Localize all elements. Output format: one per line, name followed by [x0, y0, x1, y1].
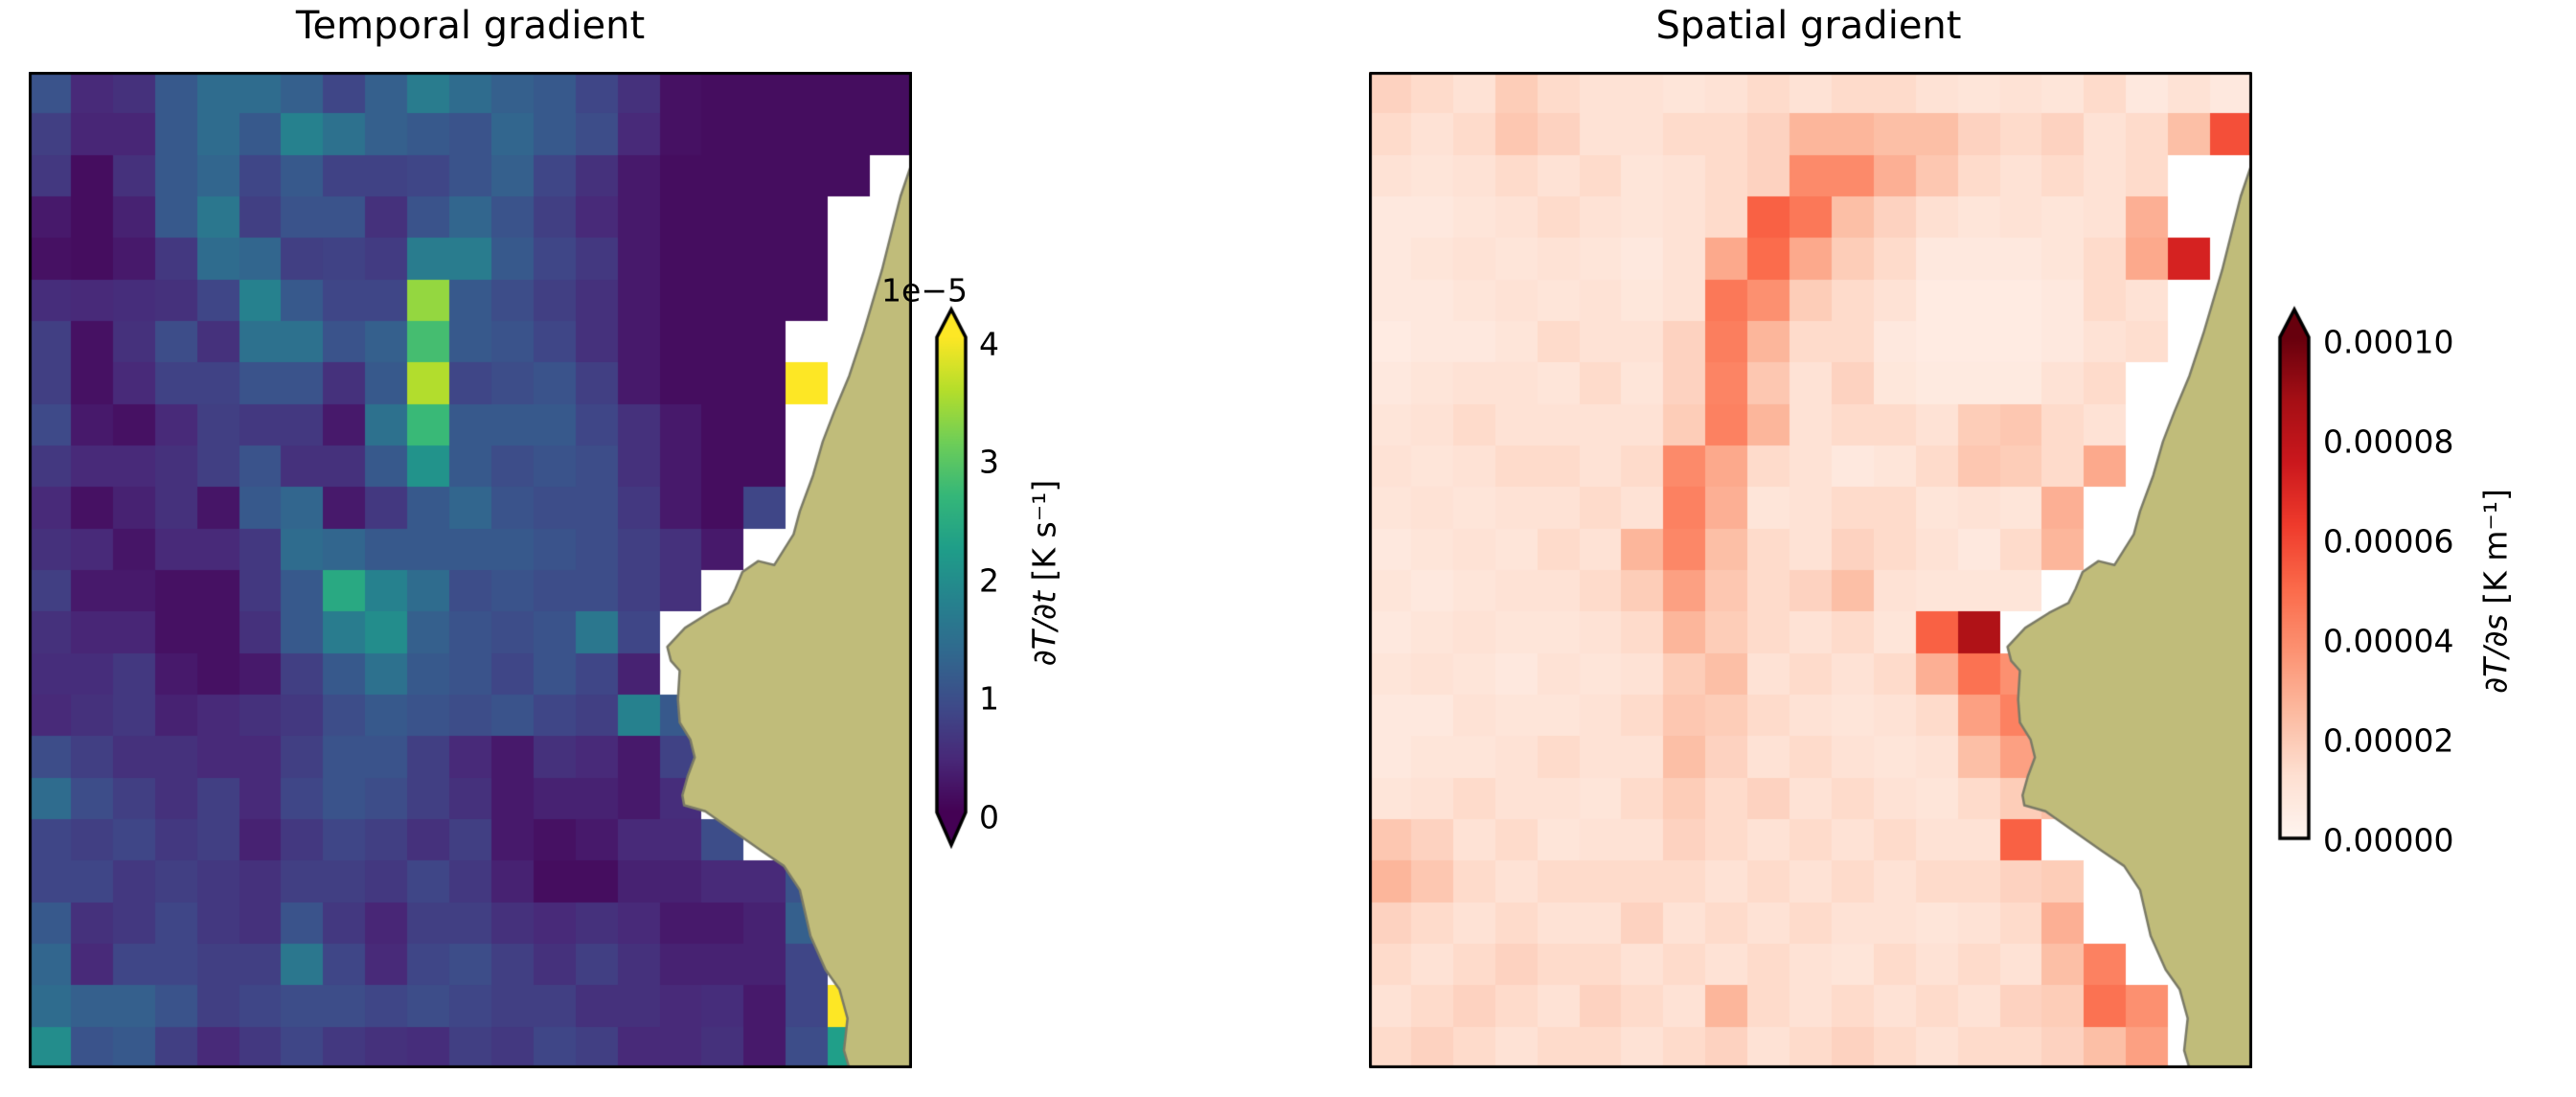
spatial-colorbar-tick-label: 0.00004: [2323, 622, 2454, 660]
spatial-colorbar-tick-label: 0.00010: [2323, 323, 2454, 361]
panel-title-temporal: Temporal gradient: [295, 4, 646, 48]
spatial-colorbar-tick-label: 0.00006: [2323, 522, 2454, 560]
temporal-colorbar-tick-label: 4: [979, 325, 999, 363]
colorbar-offset-label: 1e−5: [881, 271, 968, 309]
spatial-colorbar-label-units: [K m⁻¹]: [2476, 489, 2515, 615]
spatial-colorbar-tick-label: 0.00008: [2323, 423, 2454, 461]
temporal-colorbar: [925, 302, 983, 857]
temporal-colorbar-tick-label: 0: [979, 798, 999, 836]
spatial-colorbar: [2268, 302, 2326, 843]
spatial-colorbar-tick-label: 0.00000: [2323, 821, 2454, 859]
temporal-colorbar-tick-label: 2: [979, 561, 999, 600]
spatial-heatmap-canvas: [1369, 72, 2252, 1068]
spatial-colorbar-label: ∂T/∂s [K m⁻¹]: [2477, 489, 2515, 694]
spatial-colorbar-label-math: ∂T/∂s: [2476, 614, 2515, 694]
temporal-colorbar-tick-label: 3: [979, 443, 999, 481]
spatial-colorbar-tick-label: 0.00002: [2323, 721, 2454, 760]
temporal-colorbar-label-math: ∂T/∂t: [1025, 590, 1063, 667]
temporal-heatmap-canvas: [29, 72, 912, 1068]
temporal-colorbar-tick-label: 1: [979, 679, 999, 718]
temporal-colorbar-label-units: [K s⁻¹]: [1025, 479, 1063, 591]
temporal-colorbar-label: ∂T/∂t [K s⁻¹]: [1026, 480, 1063, 667]
panel-title-spatial: Spatial gradient: [1655, 4, 1962, 48]
